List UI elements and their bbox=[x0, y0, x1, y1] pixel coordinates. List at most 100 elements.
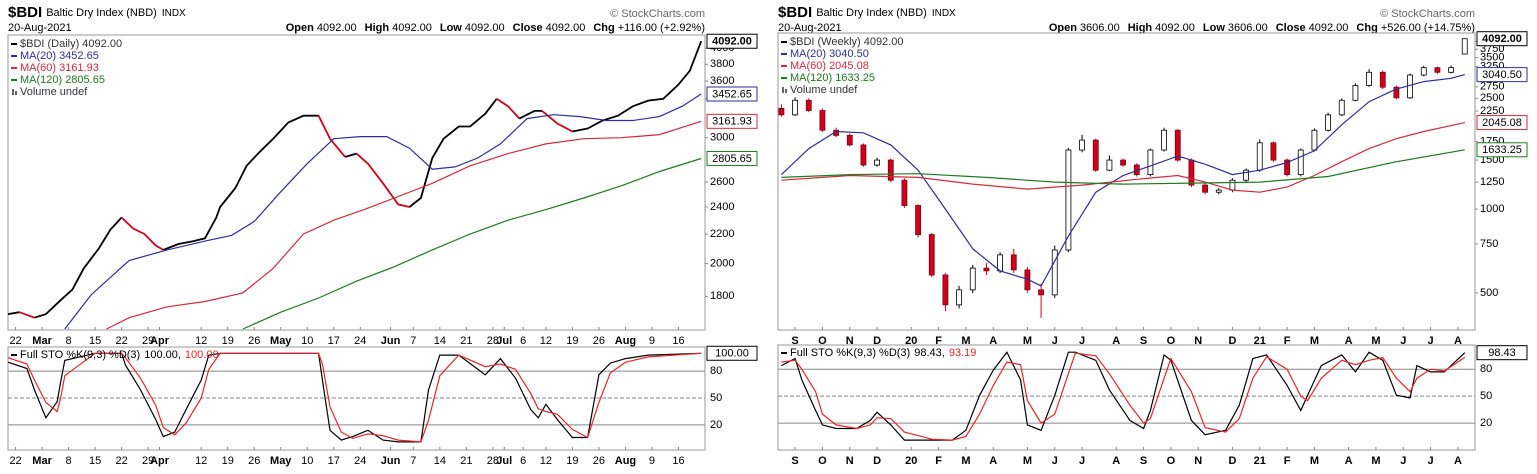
candle-body bbox=[778, 107, 785, 116]
x-tick-label: 28 bbox=[487, 335, 499, 347]
x-tick-label: D bbox=[873, 335, 881, 347]
y-tick-label: 3600 bbox=[710, 75, 734, 87]
legend-name: $BDI (Weekly) bbox=[790, 36, 861, 48]
x-tick-label: 19 bbox=[222, 335, 234, 347]
candle-body bbox=[819, 110, 826, 131]
x-tick-label: Mar bbox=[32, 455, 52, 467]
x-tick-label: J bbox=[1400, 455, 1406, 467]
candle-body bbox=[1079, 139, 1085, 151]
x-tick-label: J bbox=[1400, 335, 1406, 347]
x-tick-label: Aug bbox=[615, 335, 636, 347]
candle-body bbox=[1106, 159, 1113, 171]
legend-entry: $BDI (Weekly) 4092.00 bbox=[790, 36, 903, 48]
title: Baltic Dry Index (NBD) bbox=[816, 7, 927, 19]
legend-name: MA(20) bbox=[20, 50, 56, 62]
x-tick-label: 17 bbox=[328, 455, 340, 467]
quote-value: 4092.00 bbox=[465, 22, 505, 34]
quote-label: Chg bbox=[593, 22, 614, 34]
symbol: $BDI bbox=[8, 4, 42, 21]
indicator-value: 98.43, bbox=[914, 347, 945, 359]
legend-entry: MA(60) 2045.08 bbox=[790, 60, 869, 72]
quote-label: Open bbox=[1049, 22, 1077, 34]
x-tick-label: 26 bbox=[593, 455, 605, 467]
candle-body bbox=[1202, 184, 1208, 193]
candle-body bbox=[1407, 74, 1413, 99]
volume-icon bbox=[12, 89, 14, 95]
x-tick-label: 22 bbox=[9, 335, 21, 347]
y-tick-label: 50 bbox=[710, 392, 722, 404]
y-tick-label: 2400 bbox=[710, 201, 734, 213]
indicator-panel bbox=[777, 344, 1476, 451]
x-tick-label: F bbox=[1284, 455, 1291, 467]
y-tick-label: 1000 bbox=[1480, 203, 1504, 215]
x-tick-label: M bbox=[1371, 455, 1380, 467]
x-tick-label: 24 bbox=[354, 455, 366, 467]
last-value-label: 4092.00 bbox=[712, 36, 752, 48]
x-tick-label: A bbox=[1345, 335, 1353, 347]
legend-value: 3161.93 bbox=[59, 62, 99, 74]
x-tick-label: 17 bbox=[328, 335, 340, 347]
x-tick-label: O bbox=[818, 455, 827, 467]
price-line bbox=[572, 40, 703, 133]
candle-body bbox=[1366, 71, 1372, 86]
moving-average bbox=[781, 122, 1465, 193]
y-tick-label: 2250 bbox=[1480, 105, 1504, 117]
last-value-label: 2805.65 bbox=[712, 153, 752, 165]
x-tick-label: 22 bbox=[116, 455, 128, 467]
x-tick-label: A bbox=[1112, 335, 1120, 347]
y-tick-label: 80 bbox=[1480, 363, 1492, 375]
candle-body bbox=[1284, 159, 1290, 176]
quote-value: +116.00 (+2.92%) bbox=[618, 22, 705, 34]
candle-body bbox=[915, 205, 921, 235]
x-tick-label: 6 bbox=[520, 335, 526, 347]
y-tick-label: 20 bbox=[1480, 417, 1492, 429]
moving-average bbox=[64, 93, 702, 330]
candle-body bbox=[1448, 67, 1454, 73]
chart-header: $BDI Baltic Dry Index (NBD) INDX bbox=[778, 4, 956, 21]
x-tick-label: 8 bbox=[66, 335, 72, 347]
price-line bbox=[496, 98, 521, 120]
price-line bbox=[120, 216, 164, 251]
last-value-label: 3161.93 bbox=[712, 116, 752, 128]
x-tick-label: J bbox=[1428, 455, 1434, 467]
candle-body bbox=[1434, 67, 1441, 73]
x-tick-label: 26 bbox=[248, 455, 260, 467]
chart-header: $BDI Baltic Dry Index (NBD) INDX bbox=[8, 4, 186, 21]
legend-entry: $BDI (Daily) 4092.00 bbox=[20, 38, 122, 50]
quote-label: Open bbox=[286, 22, 314, 34]
candle-body bbox=[1120, 159, 1126, 166]
x-tick-label: J bbox=[1079, 335, 1085, 347]
candle-body bbox=[1010, 254, 1017, 271]
quote-label: Low bbox=[440, 22, 462, 34]
y-tick-label: 2500 bbox=[1480, 92, 1504, 104]
legend-value: 3040.50 bbox=[829, 48, 869, 60]
quote-value: +526.00 (+14.75%) bbox=[1381, 22, 1475, 34]
x-tick-label: N bbox=[846, 455, 854, 467]
candle-body bbox=[792, 99, 798, 116]
y-tick-label: 750 bbox=[1480, 238, 1498, 250]
date: 20-Aug-2021 bbox=[778, 22, 842, 34]
x-tick-label: 19 bbox=[566, 455, 578, 467]
quote-label: Close bbox=[513, 22, 543, 34]
x-tick-label: F bbox=[935, 455, 942, 467]
x-tick-label: 26 bbox=[248, 335, 260, 347]
quote-value: 3606.00 bbox=[1080, 22, 1120, 34]
x-tick-label: 9 bbox=[649, 335, 655, 347]
x-tick-label: S bbox=[791, 455, 798, 467]
y-tick-label: 3000 bbox=[710, 132, 734, 144]
quote: Open 4092.00 High 4092.00 Low 4092.00 Close 409… bbox=[286, 22, 705, 34]
x-tick-label: S bbox=[1140, 455, 1147, 467]
x-tick-label: 15 bbox=[89, 335, 101, 347]
quote-value: 3606.00 bbox=[1228, 22, 1268, 34]
x-tick-label: 8 bbox=[66, 455, 72, 467]
x-tick-label: Mar bbox=[32, 335, 52, 347]
candle-body bbox=[1243, 169, 1249, 181]
candle-body bbox=[928, 234, 935, 276]
candle-body bbox=[1147, 149, 1154, 176]
x-tick-label: D bbox=[1228, 455, 1236, 467]
stochastic-line bbox=[7, 352, 702, 443]
legend-entry: MA(120) 1633.25 bbox=[790, 72, 875, 84]
last-value-box bbox=[1476, 31, 1528, 47]
last-value-box bbox=[1476, 67, 1528, 83]
legend-name: MA(20) bbox=[790, 48, 826, 60]
